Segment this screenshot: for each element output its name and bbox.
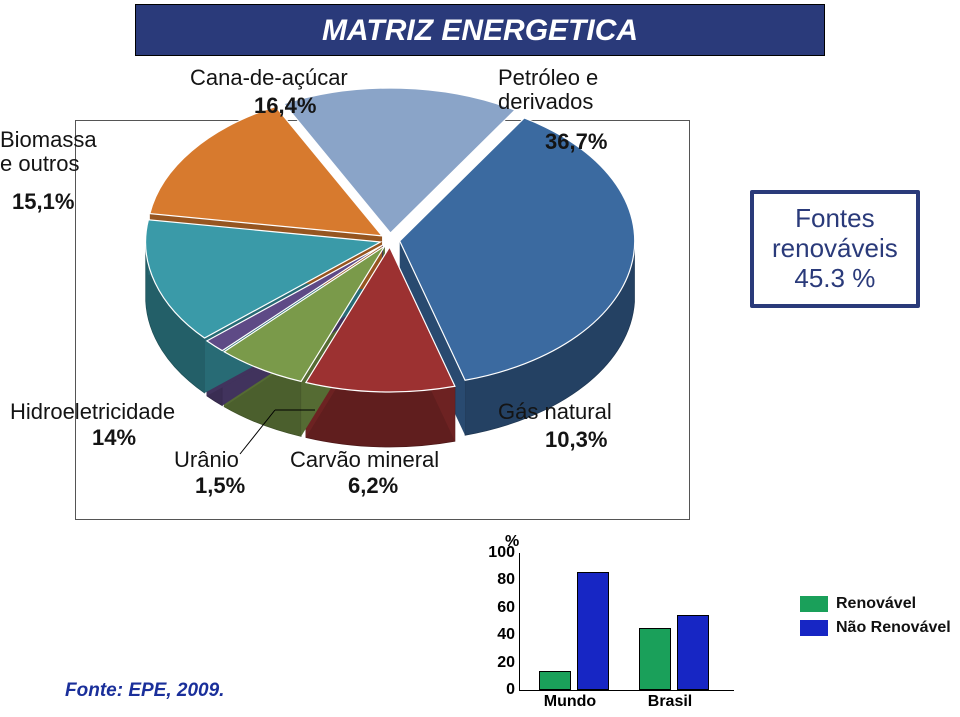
source-citation: Fonte: EPE, 2009. <box>65 680 224 702</box>
callout-line3: 45.3 % <box>794 263 875 293</box>
bar-ytick: 60 <box>475 599 515 617</box>
pct-cana: 16,4% <box>254 94 316 118</box>
bar-rect <box>539 671 571 690</box>
label-petroleo-2: derivados <box>498 90 593 114</box>
legend-row-nao-renovavel: Não Renovável <box>800 619 951 637</box>
pct-petroleo: 36,7% <box>545 130 607 154</box>
label-carvao: Carvão mineral <box>290 448 439 472</box>
callout-line1: Fontes <box>795 203 875 233</box>
label-cana: Cana-de-açúcar <box>190 66 348 90</box>
legend-row-renovavel: Renovável <box>800 595 951 613</box>
bar-axis-y <box>519 553 520 690</box>
pct-hidro: 14% <box>92 426 136 450</box>
bar-axis-x <box>519 690 734 691</box>
bar-ytick: 80 <box>475 571 515 589</box>
pct-carvao: 6,2% <box>348 474 398 498</box>
pct-gas: 10,3% <box>545 428 607 452</box>
bar-ytick: 40 <box>475 626 515 644</box>
bar-rect <box>577 572 609 690</box>
label-uranio: Urânio <box>174 448 239 472</box>
label-biomassa-1: Biomassa <box>0 128 110 152</box>
pct-biomassa: 15,1% <box>12 190 74 214</box>
label-biomassa-2: e outros <box>0 152 80 176</box>
legend-swatch-renovavel <box>800 596 828 612</box>
page-title: MATRIZ ENERGETICA <box>135 4 825 56</box>
bar-ytick: 100 <box>475 544 515 562</box>
bar-category-label: Brasil <box>633 693 707 711</box>
bar-category-label: Mundo <box>533 693 607 711</box>
bar-ytick: 20 <box>475 654 515 672</box>
bar-legend: Renovável Não Renovável <box>800 595 951 643</box>
legend-label-renovavel: Renovável <box>836 595 916 613</box>
bar-rect <box>639 628 671 690</box>
callout-line2: renováveis <box>772 233 898 263</box>
bar-value-label: 45 <box>635 607 675 630</box>
bar-ytick: 0 <box>475 681 515 699</box>
renewable-callout: Fontes renováveis 45.3 % <box>750 190 920 308</box>
bar-chart: % 0204060801001486Mundo4555Brasil <box>475 535 765 715</box>
pct-uranio: 1,5% <box>195 474 245 498</box>
legend-label-nao-renovavel: Não Renovável <box>836 619 951 637</box>
label-gas: Gás natural <box>498 400 612 424</box>
bar-value-label: 55 <box>673 594 713 617</box>
label-petroleo-1: Petróleo e <box>498 66 598 90</box>
bar-value-label: 86 <box>573 551 613 574</box>
label-hidro: Hidroeletricidade <box>10 400 175 424</box>
legend-swatch-nao-renovavel <box>800 620 828 636</box>
bar-value-label: 14 <box>535 650 575 673</box>
bar-rect <box>677 615 709 690</box>
